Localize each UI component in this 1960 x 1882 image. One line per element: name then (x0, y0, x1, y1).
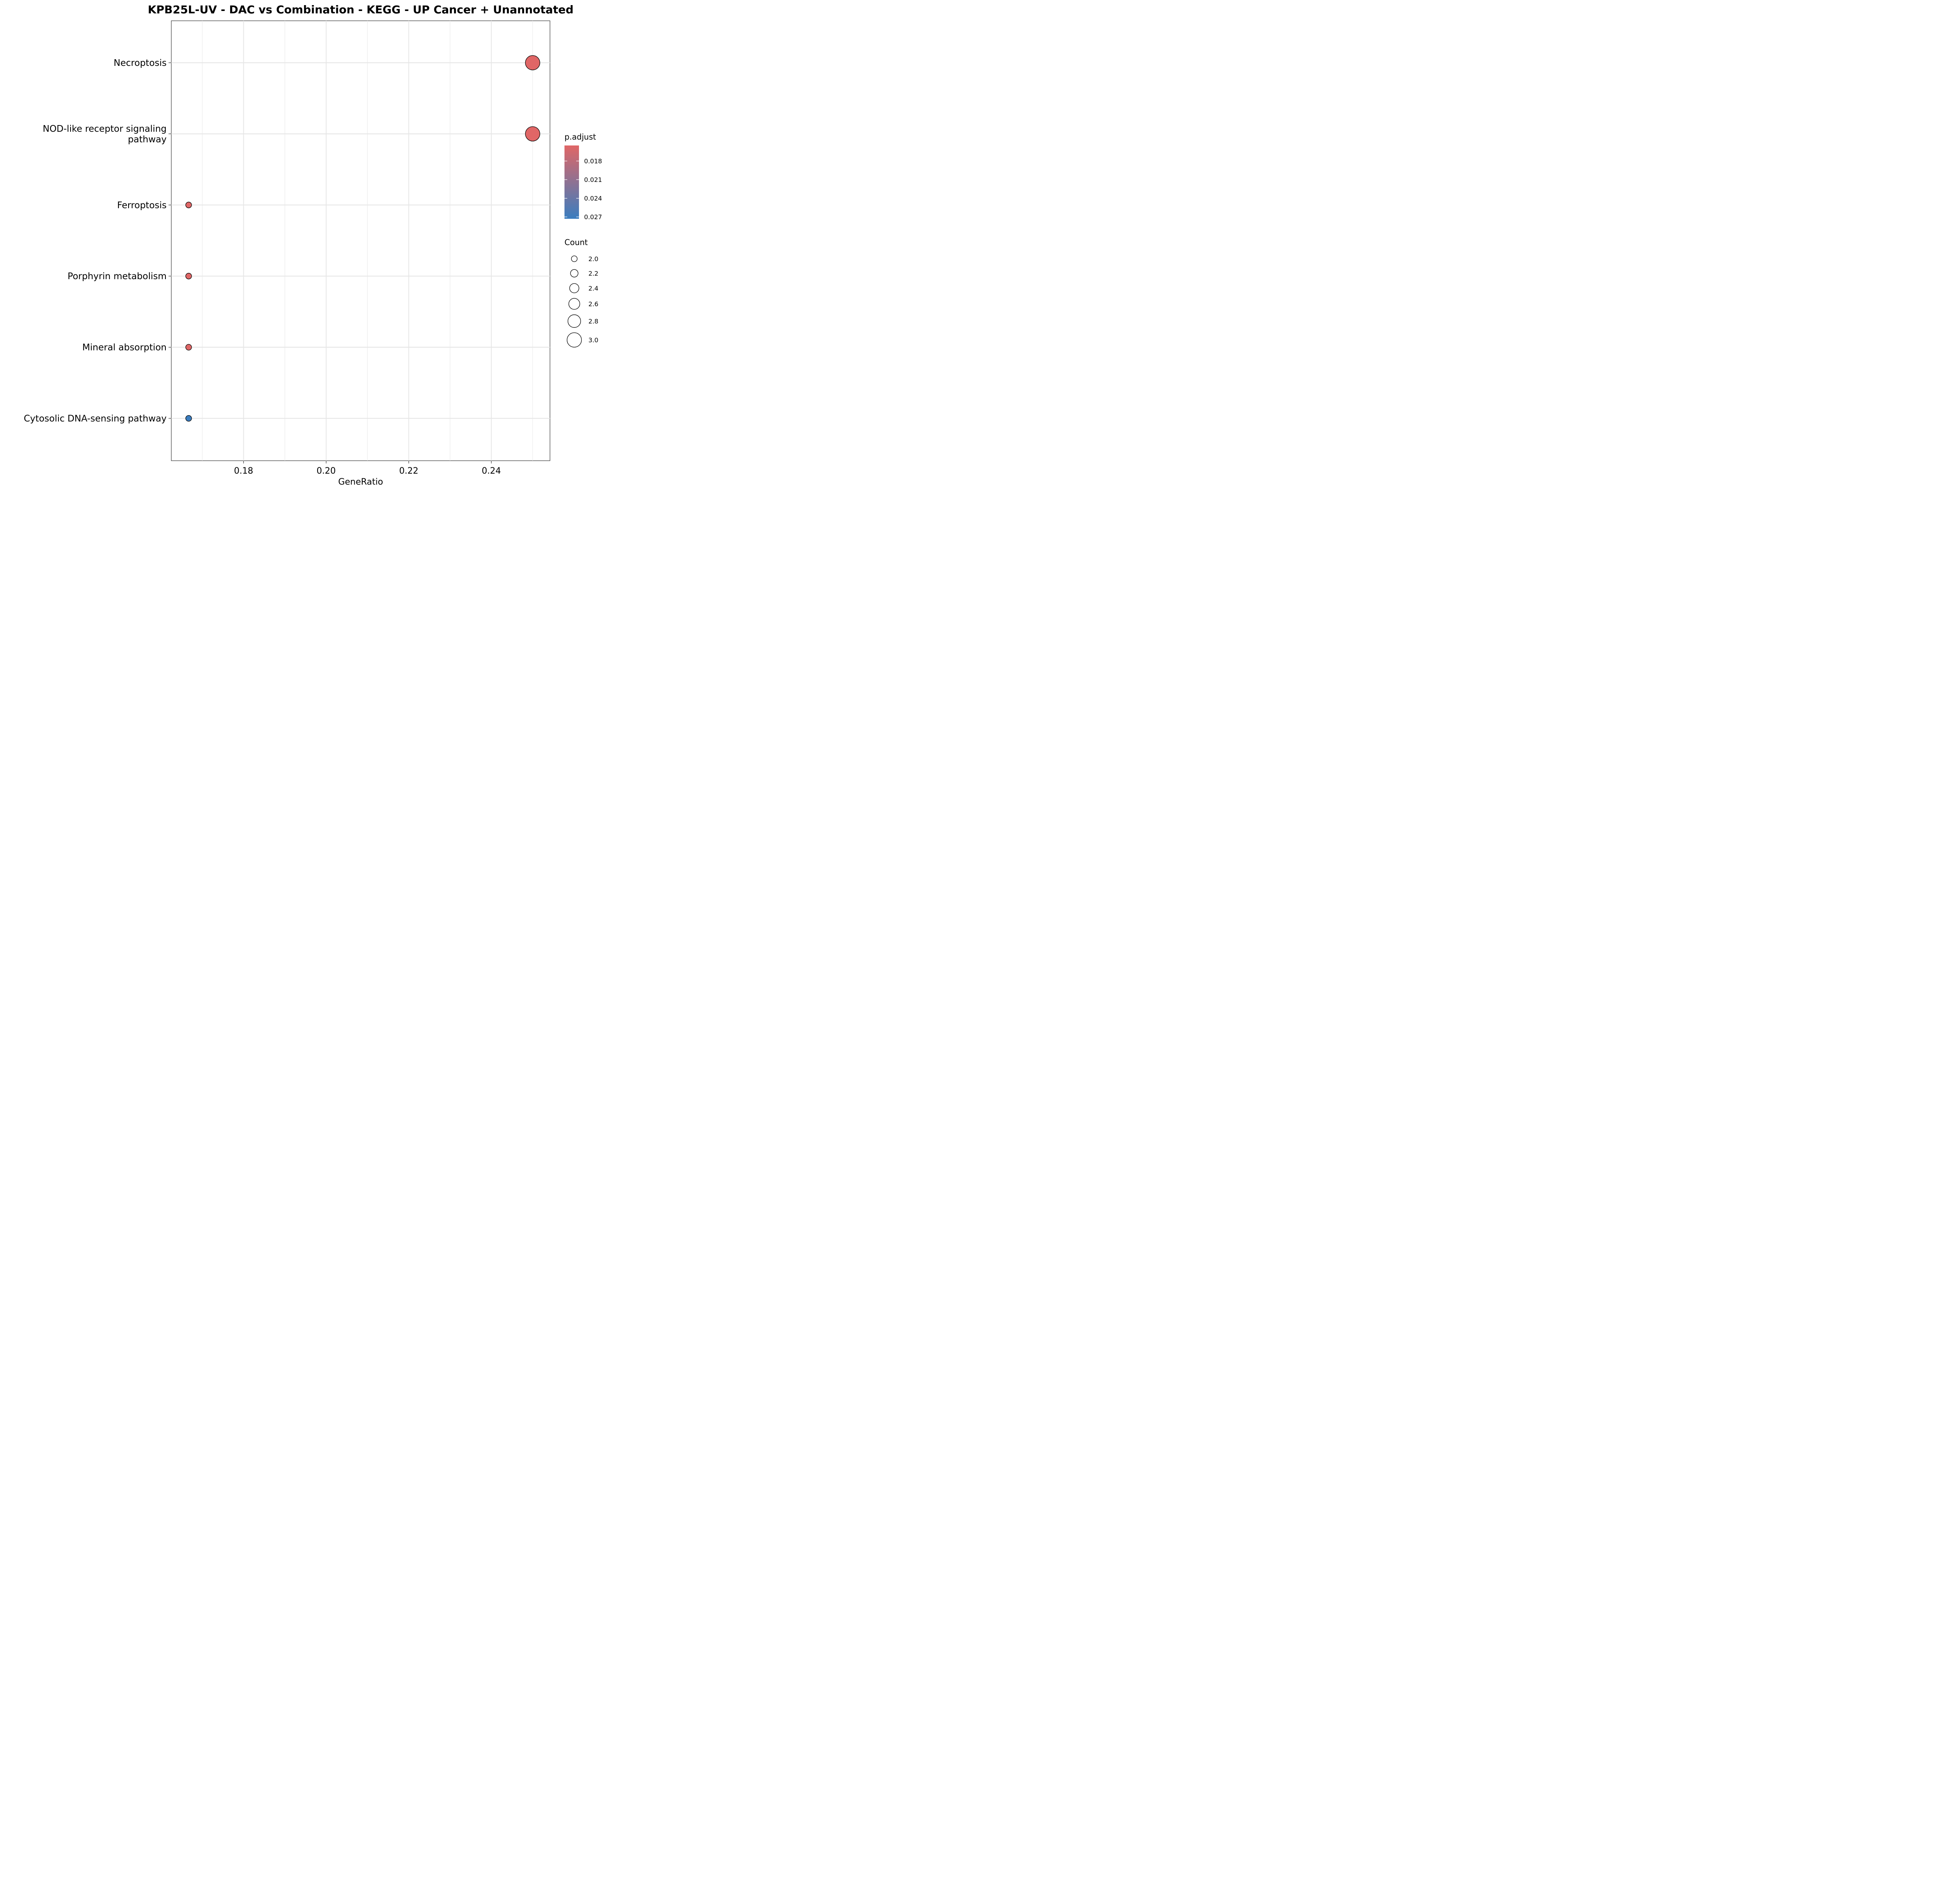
color-legend-label: 0.021 (584, 176, 602, 183)
size-legend-label: 2.6 (588, 300, 598, 308)
y-category-label: Cytosolic DNA-sensing pathway (24, 414, 167, 424)
color-legend-label: 0.018 (584, 158, 602, 165)
y-category-label: Mineral absorption (82, 343, 167, 353)
size-legend-circle (568, 314, 581, 328)
y-category-label: Porphyrin metabolism (67, 271, 167, 282)
size-legend-circle (568, 298, 580, 310)
color-legend-title: p.adjust (564, 132, 596, 142)
data-points (185, 55, 540, 422)
x-tick-label: 0.18 (234, 466, 253, 476)
size-legend-label: 2.4 (588, 285, 598, 292)
plot-panel (171, 20, 550, 461)
data-point (185, 415, 192, 422)
size-legend-label: 2.8 (588, 318, 598, 325)
size-legend-label: 3.0 (588, 336, 598, 344)
y-category-label: Ferroptosis (117, 200, 167, 211)
size-legend-circle (570, 269, 579, 278)
size-legend-circle (571, 255, 578, 262)
legend: p.adjust Count 0.018 0.021 0.024 0.027 2.0 2.… (564, 132, 602, 348)
size-legend-label: 2.0 (588, 255, 598, 263)
grid-lines (171, 21, 550, 461)
dot-plot-chart: KPB25L-UV - DAC vs Combination - KEGG - … (24, 3, 602, 487)
color-legend-label: 0.027 (584, 213, 602, 221)
data-point (525, 55, 540, 71)
data-point (525, 126, 540, 142)
axes: 0.18 0.20 0.22 0.24 Necroptosis NOD-like rece… (24, 58, 501, 476)
chart-title: KPB25L-UV - DAC vs Combination - KEGG - … (148, 3, 573, 16)
color-legend-label: 0.024 (584, 195, 602, 202)
size-legend-circle (566, 332, 582, 348)
x-tick-label: 0.20 (317, 466, 336, 476)
data-point (185, 202, 192, 208)
y-category-label: NOD-like receptor signaling pathway (43, 124, 167, 145)
size-legend-title: Count (564, 238, 588, 247)
data-point (185, 273, 192, 280)
x-tick-label: 0.22 (399, 466, 418, 476)
data-point (185, 344, 192, 351)
color-legend-bar (564, 145, 579, 219)
y-category-label: Necroptosis (114, 58, 167, 68)
size-legend-label: 2.2 (588, 270, 598, 277)
x-tick-label: 0.24 (482, 466, 501, 476)
size-legend-circle (569, 283, 579, 293)
x-axis-title: GeneRatio (338, 477, 383, 487)
